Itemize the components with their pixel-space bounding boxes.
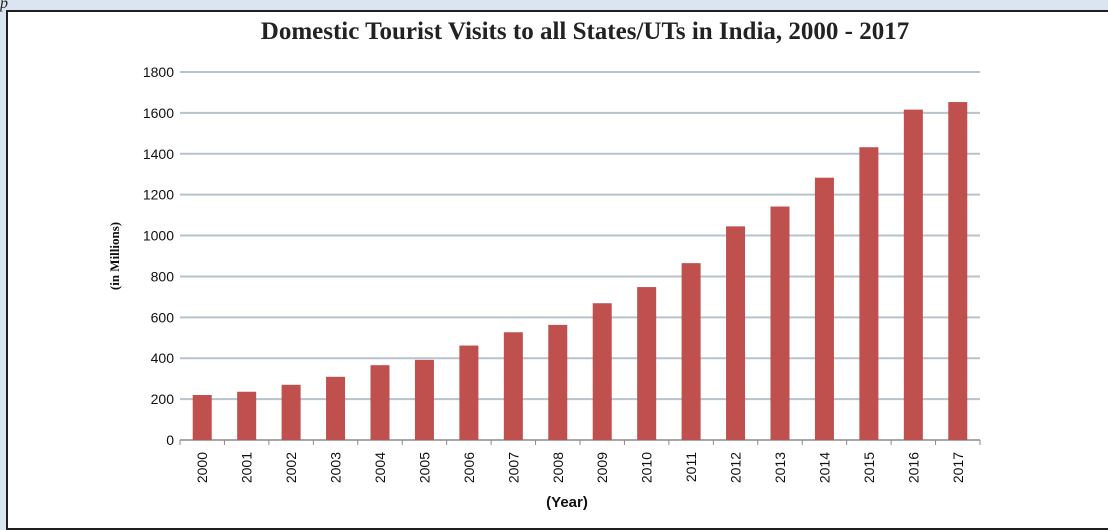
- x-tick-label: 2006: [461, 452, 477, 483]
- x-tick-label: 2004: [372, 452, 388, 483]
- x-tick-label: 2012: [728, 452, 744, 483]
- bar-2000: [192, 395, 212, 440]
- y-tick-label: 1400: [143, 146, 174, 162]
- bar-2010: [637, 287, 657, 440]
- x-tick-labels: 2000 2001 2002 2003 2004 2005 2006 2007 2008 2009…: [179, 440, 981, 483]
- x-tick-label: 2014: [816, 452, 832, 483]
- bar-2014: [814, 177, 834, 440]
- bar-2005: [414, 359, 434, 440]
- bar-2006: [459, 345, 479, 440]
- y-tick-label: 1600: [143, 105, 174, 121]
- x-tick-label: 2003: [328, 452, 344, 483]
- gridlines: [180, 71, 980, 441]
- y-tick-label: 400: [151, 350, 175, 366]
- x-tick-label: 2005: [416, 452, 432, 483]
- y-tick-label: 1000: [143, 228, 174, 244]
- y-tick-label: 600: [151, 309, 175, 325]
- bar-2002: [281, 384, 301, 440]
- x-tick-label: 2001: [239, 452, 255, 483]
- x-tick-label: 2015: [861, 452, 877, 483]
- y-tick-labels: 0 200 400 600 800 1000 1200 1400 1600 1800: [143, 64, 174, 448]
- bar-2003: [326, 376, 346, 440]
- x-tick-label: 2010: [639, 452, 655, 483]
- x-tick-label: 2009: [594, 452, 610, 483]
- bars: [192, 102, 968, 441]
- x-tick-label: 2008: [550, 452, 566, 483]
- bar-2009: [592, 303, 612, 440]
- bar-2007: [503, 332, 523, 440]
- x-axis-label: (Year): [546, 494, 588, 511]
- chart-frame: [6, 10, 1108, 530]
- y-tick-label: 0: [166, 432, 174, 448]
- x-tick-label: 2007: [505, 452, 521, 483]
- bar-2015: [859, 147, 879, 441]
- x-tick-label: 2016: [905, 452, 921, 483]
- bar-2011: [681, 263, 701, 440]
- x-tick-label: 2017: [950, 452, 966, 483]
- bar-2013: [770, 206, 790, 440]
- bar-2008: [548, 324, 568, 440]
- bar-2016: [903, 109, 923, 441]
- x-tick-label: 2002: [283, 452, 299, 483]
- bar-2004: [370, 365, 390, 440]
- x-tick-label: 2000: [194, 452, 210, 483]
- x-tick-label: 2011: [683, 452, 699, 482]
- chart-title: Domestic Tourist Visits to all States/UT…: [260, 18, 910, 45]
- y-tick-label: 1800: [143, 64, 174, 80]
- y-tick-label: 1200: [143, 187, 174, 203]
- bar-2012: [726, 226, 746, 440]
- bar-2017: [948, 102, 968, 440]
- stray-mark: p: [0, 0, 8, 12]
- y-axis-label: (in Millions): [107, 222, 122, 290]
- y-tick-label: 800: [151, 268, 175, 284]
- y-tick-label: 200: [151, 391, 175, 407]
- bar-2001: [237, 391, 257, 440]
- x-tick-label: 2013: [772, 452, 788, 483]
